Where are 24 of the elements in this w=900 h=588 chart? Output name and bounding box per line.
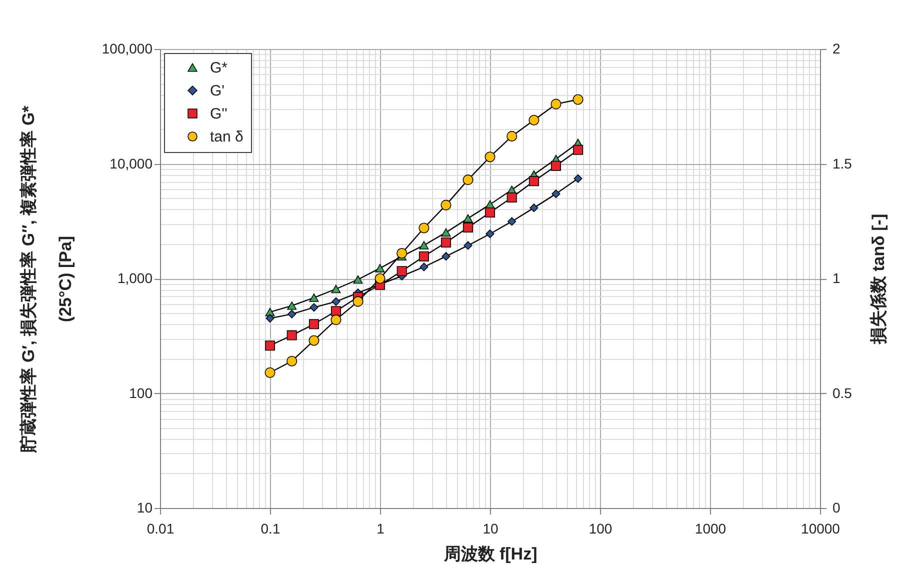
- x-tick-label: 10: [482, 520, 498, 536]
- legend-label: G': [210, 82, 225, 100]
- y-tick-label: 100: [129, 384, 153, 401]
- y2-tick-label: 2: [832, 40, 840, 56]
- y-axis-title: 貯蔵弾性率 G′, 損失弾性率 G′′, 複素弾性率 G* (25°C) [Pa]: [18, 105, 75, 454]
- x-tick-label: 1: [376, 520, 385, 536]
- y2-tick-label: 0: [832, 500, 840, 516]
- x-axis-title: 周波数 f[Hz]: [442, 544, 538, 564]
- legend-label: tan δ: [210, 128, 244, 146]
- y2-tick-label: 0.5: [832, 384, 852, 401]
- y-tick-label: 100,000: [102, 40, 153, 56]
- y2-axis-title: 損失係数 tanδ [-]: [868, 214, 888, 346]
- y2-tick-label: 1: [832, 270, 840, 286]
- y-tick-label: 10: [136, 500, 153, 516]
- x-tick-label: 10000: [801, 520, 840, 536]
- y2-tick-label: 1.5: [832, 155, 852, 172]
- y-tick-label: 1,000: [117, 270, 153, 286]
- legend-label: G*: [210, 60, 228, 76]
- x-tick-label: 1000: [694, 520, 726, 536]
- y-tick-label: 10,000: [110, 155, 153, 172]
- x-tick-label: 0.1: [260, 520, 280, 536]
- x-tick-label: 0.01: [146, 520, 174, 536]
- legend-label: G'': [210, 106, 228, 122]
- x-tick-label: 100: [588, 520, 612, 536]
